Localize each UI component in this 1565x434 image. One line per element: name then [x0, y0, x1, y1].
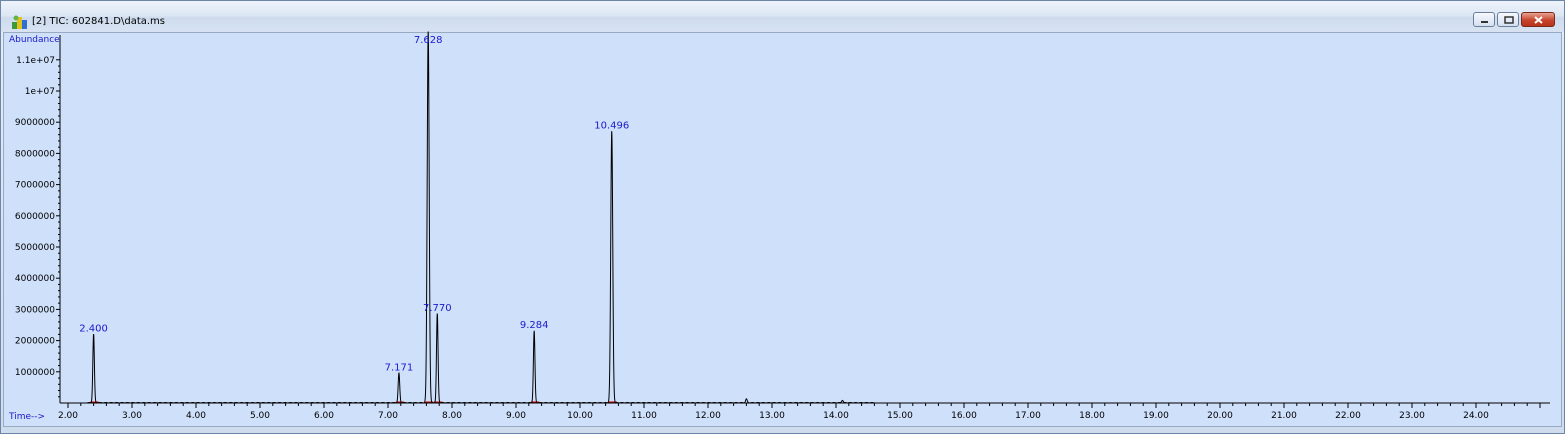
x-tick-label: 20.00	[1207, 411, 1233, 421]
chromatogram-chart[interactable]: 1000000 2000000 3000000 4000000 5000000 60000…	[2, 31, 1561, 426]
peak-label[interactable]: 10.496	[594, 121, 629, 132]
x-tick-label: 4.00	[186, 411, 206, 421]
x-tick-label: 23.00	[1399, 411, 1425, 421]
x-tick-label: 14.00	[823, 411, 849, 421]
minimize-button[interactable]	[1473, 12, 1495, 27]
x-tick-label: 10.00	[567, 411, 593, 421]
y-tick-label: 1e+07	[25, 87, 55, 97]
y-tick-label: 3000000	[15, 305, 55, 315]
peak-label[interactable]: 7.770	[423, 303, 452, 314]
x-tick-label: 17.00	[1015, 411, 1041, 421]
x-tick-label: 5.00	[250, 411, 270, 421]
close-button[interactable]	[1521, 12, 1555, 27]
x-tick-label: 16.00	[951, 411, 977, 421]
maximize-icon	[1504, 16, 1514, 24]
peak-labels: 2.400 7.171 7.628 7.770 9.284 10.496	[79, 35, 629, 373]
x-axis-title: Time-->	[8, 412, 45, 422]
x-tick-label: 3.00	[122, 411, 142, 421]
x-tick-label: 6.00	[314, 411, 334, 421]
title-bar[interactable]: [2] TIC: 602841.D\data.ms	[1, 1, 1564, 32]
x-tick-label: 2.00	[58, 411, 78, 421]
y-axis: 1000000 2000000 3000000 4000000 5000000 60000…	[15, 35, 61, 403]
minimize-icon	[1481, 21, 1488, 23]
peak-label[interactable]: 7.628	[414, 35, 443, 46]
x-tick-label: 21.00	[1271, 411, 1297, 421]
x-tick-label: 11.00	[631, 411, 657, 421]
x-tick-label: 24.00	[1463, 411, 1489, 421]
peak-label[interactable]: 2.400	[79, 323, 108, 334]
x-tick-label: 22.00	[1335, 411, 1361, 421]
x-tick-label: 12.00	[695, 411, 721, 421]
chromatogram-app-icon	[12, 15, 27, 29]
x-tick-label: 18.00	[1079, 411, 1105, 421]
y-tick-label: 1000000	[15, 368, 55, 378]
y-tick-label: 9000000	[15, 118, 55, 128]
y-tick-label: 2000000	[15, 337, 55, 347]
x-tick-label: 15.00	[887, 411, 913, 421]
peak-label[interactable]: 7.171	[385, 362, 414, 373]
y-axis-title: Abundance	[9, 35, 60, 45]
x-tick-label: 9.00	[506, 411, 526, 421]
window-title: [2] TIC: 602841.D\data.ms	[32, 16, 166, 27]
tic-trace	[87, 31, 875, 404]
x-tick-label: 7.00	[378, 411, 398, 421]
plot-area	[3, 32, 1562, 427]
x-tick-label: 19.00	[1143, 411, 1169, 421]
close-icon	[1534, 16, 1543, 24]
y-tick-label: 7000000	[15, 181, 55, 191]
window-controls	[1473, 12, 1555, 27]
x-tick-label: 8.00	[442, 411, 462, 421]
y-tick-label: 1.1e+07	[16, 56, 55, 66]
y-tick-label: 4000000	[15, 274, 55, 284]
y-tick-label: 8000000	[15, 149, 55, 159]
x-axis: 2.00 3.00 4.00 5.00 6.00 7.00 8.00 9.00 10.00 11.…	[58, 402, 1550, 421]
peak-label[interactable]: 9.284	[520, 320, 549, 331]
maximize-button[interactable]	[1497, 12, 1519, 27]
y-tick-label: 6000000	[15, 212, 55, 222]
x-tick-label: 13.00	[759, 411, 785, 421]
y-tick-label: 5000000	[15, 243, 55, 253]
